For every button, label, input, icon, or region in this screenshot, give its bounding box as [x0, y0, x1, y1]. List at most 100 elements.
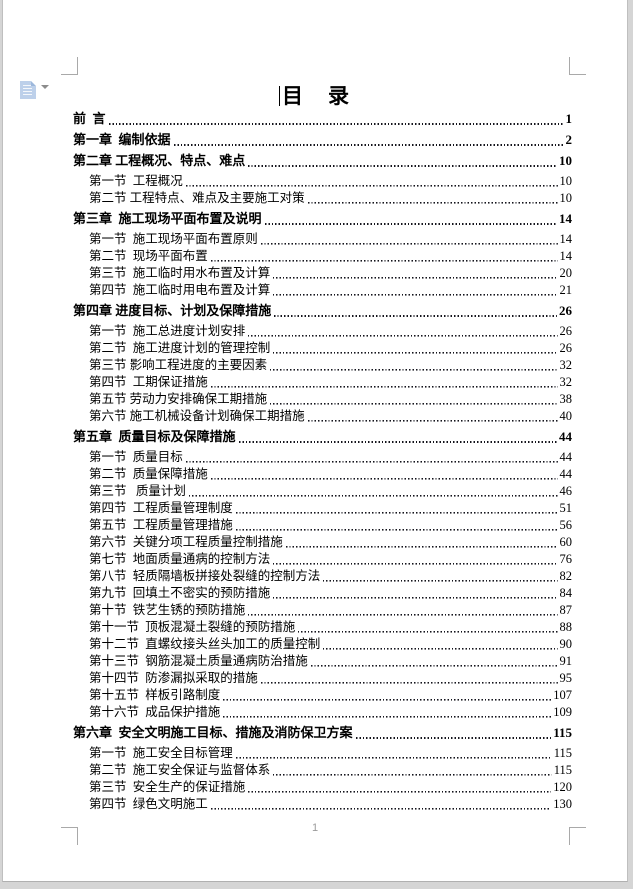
- text-cursor: [279, 86, 280, 106]
- toc-dot-leader: [223, 716, 552, 718]
- toc-entry[interactable]: 第一节 工程概况 10: [73, 173, 572, 190]
- toc-entry-page-number: 14: [559, 249, 573, 263]
- toc-entry[interactable]: 第三节 质量计划 46: [73, 483, 572, 500]
- toc-entry-label: 第三章 施工现场平面布置及说明: [73, 211, 262, 226]
- toc-dot-leader: [185, 461, 558, 463]
- toc-entry[interactable]: 第十一节 顶板混凝土裂缝的预防措施 88: [73, 619, 572, 636]
- toc-dot-leader: [355, 737, 552, 739]
- toc-dot-leader: [270, 369, 558, 371]
- toc-entry-page-number: 60: [559, 535, 573, 549]
- toc-entry[interactable]: 第三章 施工现场平面布置及说明 14: [73, 210, 572, 228]
- toc-list: 前 言 1 第一章 编制依据 2 第二章 工程概况、特点、难点 10 第一节 工程概况 10 第…: [73, 110, 572, 813]
- chevron-down-icon[interactable]: [41, 85, 49, 89]
- toc-entry[interactable]: 第一节 施工安全目标管理 115: [73, 745, 572, 762]
- toc-entry-label: 第四节 工期保证措施: [89, 375, 208, 389]
- toc-dot-leader: [248, 791, 552, 793]
- toc-entry-page-number: 107: [553, 688, 572, 702]
- toc-entry-page-number: 32: [559, 358, 573, 372]
- toc-entry[interactable]: 第二节 现场平面布置 14: [73, 248, 572, 265]
- toc-entry[interactable]: 第九节 回填土不密实的预防措施 84: [73, 585, 572, 602]
- toc-entry[interactable]: 第十五节 样板引路制度 107: [73, 687, 572, 704]
- toc-entry-label: 第三节 影响工程进度的主要因素: [89, 358, 268, 372]
- toc-entry-label: 第十节 铁艺生锈的预防措施: [89, 603, 246, 617]
- toc-entry[interactable]: 第十四节 防渗漏拟采取的措施 95: [73, 670, 572, 687]
- toc-entry[interactable]: 第十二节 直螺纹接头丝头加工的质量控制 90: [73, 636, 572, 653]
- toc-dot-leader: [223, 699, 552, 701]
- toc-entry[interactable]: 第二节 施工安全保证与监督体系 115: [73, 762, 572, 779]
- toc-entry[interactable]: 第八节 轻质隔墙板拼接处裂缝的控制方法 82: [73, 568, 572, 585]
- toc-dot-leader: [260, 682, 558, 684]
- toc-entry-label: 第九节 回填土不密实的预防措施: [89, 586, 271, 600]
- toc-entry[interactable]: 第五章 质量目标及保障措施 44: [73, 428, 572, 446]
- toc-entry-label: 第八节 轻质隔墙板拼接处裂缝的控制方法: [89, 569, 321, 583]
- toc-dot-leader: [307, 420, 558, 422]
- toc-entry[interactable]: 第二节 工程特点、难点及主要施工对策 10: [73, 190, 572, 207]
- toc-dot-leader: [235, 757, 552, 759]
- toc-entry[interactable]: 第二节 质量保障措施 44: [73, 466, 572, 483]
- toc-entry[interactable]: 第七节 地面质量通病的控制方法 76: [73, 551, 572, 568]
- toc-entry-page-number: 26: [559, 324, 573, 338]
- toc-entry-page-number: 2: [565, 132, 573, 147]
- toc-entry-label: 第四节 绿色文明施工: [89, 797, 208, 811]
- toc-entry[interactable]: 第六节 关键分项工程质量控制措施 60: [73, 534, 572, 551]
- toc-entry[interactable]: 第四章 进度目标、计划及保障措施 26: [73, 302, 572, 320]
- toc-entry[interactable]: 第四节 施工临时用电布置及计算 21: [73, 282, 572, 299]
- toc-entry[interactable]: 第二节 施工进度计划的管理控制 26: [73, 340, 572, 357]
- toc-entry-page-number: 115: [553, 763, 572, 777]
- toc-entry[interactable]: 第四节 绿色文明施工 130: [73, 796, 572, 813]
- toc-entry-label: 第四节 工程质量管理制度: [89, 501, 233, 515]
- toc-entry-label: 第一节 施工总进度计划安排: [89, 324, 246, 338]
- toc-dot-leader: [248, 165, 557, 167]
- toc-entry[interactable]: 第三节 安全生产的保证措施 120: [73, 779, 572, 796]
- toc-dot-leader: [235, 529, 558, 531]
- toc-dot-leader: [248, 614, 558, 616]
- toc-entry-label: 第六节 施工机械设备计划确保工期措施: [89, 409, 305, 423]
- toc-entry[interactable]: 第三节 施工临时用水布置及计算 20: [73, 265, 572, 282]
- toc-entry-label: 第二节 施工安全保证与监督体系: [89, 763, 271, 777]
- toc-entry-page-number: 84: [559, 586, 573, 600]
- toc-entry-label: 第二节 现场平面布置: [89, 249, 208, 263]
- toc-entry[interactable]: 第四节 工期保证措施 32: [73, 374, 572, 391]
- toc-entry-label: 第六节 关键分项工程质量控制措施: [89, 535, 283, 549]
- toc-entry[interactable]: 第一节 质量目标 44: [73, 449, 572, 466]
- toc-dot-leader: [210, 808, 552, 810]
- toc-entry-label: 第五节 工程质量管理措施: [89, 518, 233, 532]
- toc-dot-leader: [273, 277, 558, 279]
- toc-dot-leader: [307, 202, 558, 204]
- toc-entry[interactable]: 第十六节 成品保护措施 109: [73, 704, 572, 721]
- toc-entry-label: 第十二节 直螺纹接头丝头加工的质量控制: [89, 637, 321, 651]
- toc-entry[interactable]: 第一节 施工总进度计划安排 26: [73, 323, 572, 340]
- toc-entry[interactable]: 第四节 工程质量管理制度 51: [73, 500, 572, 517]
- toc-entry[interactable]: 第一节 施工现场平面布置原则 14: [73, 231, 572, 248]
- crop-mark-top-left: [61, 57, 78, 75]
- crop-mark-bottom-right: [569, 827, 586, 845]
- toc-entry[interactable]: 第五节 工程质量管理措施 56: [73, 517, 572, 534]
- toc-entry[interactable]: 第六节 施工机械设备计划确保工期措施 40: [73, 408, 572, 425]
- toc-entry-label: 第三节 施工临时用水布置及计算: [89, 266, 271, 280]
- toc-entry[interactable]: 第五节 劳动力安排确保工期措施 38: [73, 391, 572, 408]
- toc-entry-page-number: 90: [559, 637, 573, 651]
- toc-entry-page-number: 46: [559, 484, 573, 498]
- toc-dot-leader: [273, 563, 558, 565]
- toc-entry-page-number: 87: [559, 603, 573, 617]
- toc-entry-label: 第二节 工程特点、难点及主要施工对策: [89, 191, 305, 205]
- toc-entry-label: 第十一节 顶板混凝土裂缝的预防措施: [89, 620, 296, 634]
- toc-entry[interactable]: 第三节 影响工程进度的主要因素 32: [73, 357, 572, 374]
- toc-entry[interactable]: 第一章 编制依据 2: [73, 131, 572, 149]
- toc-document-icon[interactable]: [20, 81, 36, 99]
- toc-dot-leader: [298, 631, 558, 633]
- toc-entry[interactable]: 第十节 铁艺生锈的预防措施 87: [73, 602, 572, 619]
- toc-dot-leader: [264, 223, 557, 225]
- toc-entry-label: 第三节 质量计划: [89, 484, 186, 498]
- toc-entry[interactable]: 第十三节 钢筋混凝土质量通病防治措施 91: [73, 653, 572, 670]
- toc-entry-label: 第一章 编制依据: [73, 132, 171, 147]
- toc-dot-leader: [323, 648, 558, 650]
- toc-dot-leader: [274, 315, 557, 317]
- toc-entry[interactable]: 第二章 工程概况、特点、难点 10: [73, 152, 572, 170]
- toc-entry-page-number: 1: [565, 111, 573, 126]
- toc-content-control[interactable]: [20, 81, 49, 99]
- page-title-text: 目 录: [282, 84, 351, 108]
- toc-entry[interactable]: 第六章 安全文明施工目标、措施及消防保卫方案 115: [73, 724, 572, 742]
- toc-entry[interactable]: 前 言 1: [73, 110, 572, 128]
